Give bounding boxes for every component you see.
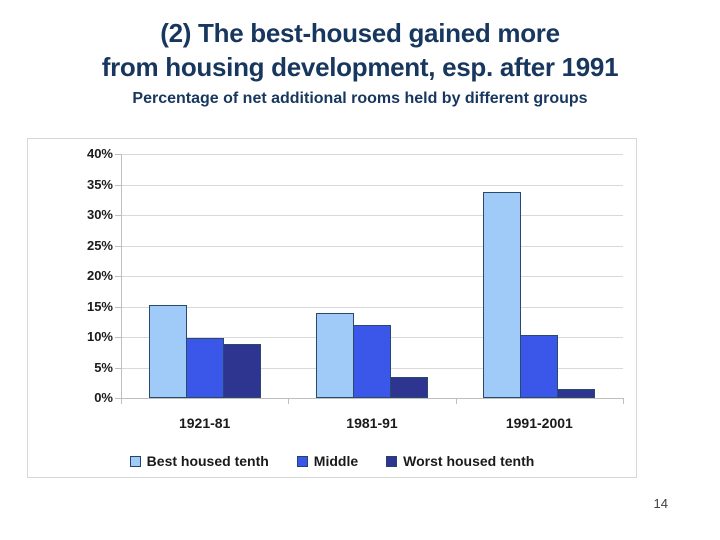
bar-best-housed-tenth-1921-81 [149, 305, 187, 398]
y-axis-label: 40% [86, 146, 113, 161]
y-axis-tick [115, 306, 121, 308]
y-axis-tick [115, 245, 121, 247]
y-axis-label: 15% [86, 298, 113, 314]
y-axis-tick [115, 215, 121, 216]
gridline [121, 184, 623, 186]
x-axis-label: 1921-81 [178, 415, 231, 431]
bar-best-housed-tenth-1991-2001 [483, 192, 521, 398]
y-axis-tick [115, 184, 121, 186]
y-axis-tick [115, 337, 121, 338]
gridline [121, 215, 623, 216]
legend-label: Worst housed tenth [403, 453, 535, 469]
x-axis-line [121, 398, 624, 399]
x-axis-tick [623, 398, 624, 404]
chart-subtitle: Percentage of net additional rooms held … [132, 90, 588, 107]
page-number: 14 [653, 496, 668, 511]
legend-label: Best housed tenth [146, 453, 269, 469]
y-axis-tick [115, 154, 121, 155]
x-axis-tick [121, 398, 122, 404]
bar-middle-1921-81 [186, 338, 224, 398]
bar-worst-housed-tenth-1921-81 [223, 344, 261, 398]
legend-swatch-icon [386, 455, 398, 467]
gridline [121, 245, 623, 247]
legend: Best housed tenth Middle Worst housed tent… [28, 453, 636, 469]
x-axis-tick [288, 398, 289, 404]
legend-item-worst-housed-tenth: Worst housed tenth [386, 453, 534, 469]
y-axis-label: 35% [86, 176, 113, 192]
legend-swatch-icon [129, 455, 141, 467]
bar-worst-housed-tenth-1991-2001 [557, 389, 595, 398]
y-axis-label: 5% [94, 359, 113, 375]
gridline [121, 276, 623, 277]
y-axis-label: 20% [86, 268, 113, 283]
title-block: (2) The best-housed gained more from hou… [0, 16, 720, 109]
bar-worst-housed-tenth-1981-91 [390, 377, 428, 398]
slide-title-line-1: (2) The best-housed gained more [160, 18, 560, 48]
legend-swatch-icon [296, 455, 308, 467]
x-axis-tick [456, 398, 457, 404]
y-axis-label: 10% [86, 329, 113, 344]
y-axis-tick [115, 398, 121, 399]
gridline [121, 154, 623, 155]
y-axis-label: 30% [86, 207, 113, 222]
bar-chart: 0% 5% 10% 15% 20% 25% 30% 35% 40% 1921-81 1981-91 1… [27, 138, 637, 478]
slide-title-line-2: from housing development, esp. after 199… [101, 52, 619, 82]
legend-item-middle: Middle [296, 453, 359, 469]
bar-best-housed-tenth-1981-91 [316, 313, 354, 398]
y-axis-tick [115, 276, 121, 277]
gridline [121, 306, 623, 308]
bar-middle-1981-91 [353, 325, 391, 398]
y-axis-tick [115, 367, 121, 369]
bar-middle-1991-2001 [520, 335, 558, 398]
y-axis-line [121, 154, 122, 398]
y-axis-label: 0% [94, 390, 113, 405]
x-axis-label: 1981-91 [346, 415, 398, 431]
legend-item-best-housed-tenth: Best housed tenth [129, 453, 269, 469]
y-axis-label: 25% [86, 237, 113, 253]
x-axis-label: 1991-2001 [505, 415, 573, 431]
legend-label: Middle [313, 453, 359, 469]
